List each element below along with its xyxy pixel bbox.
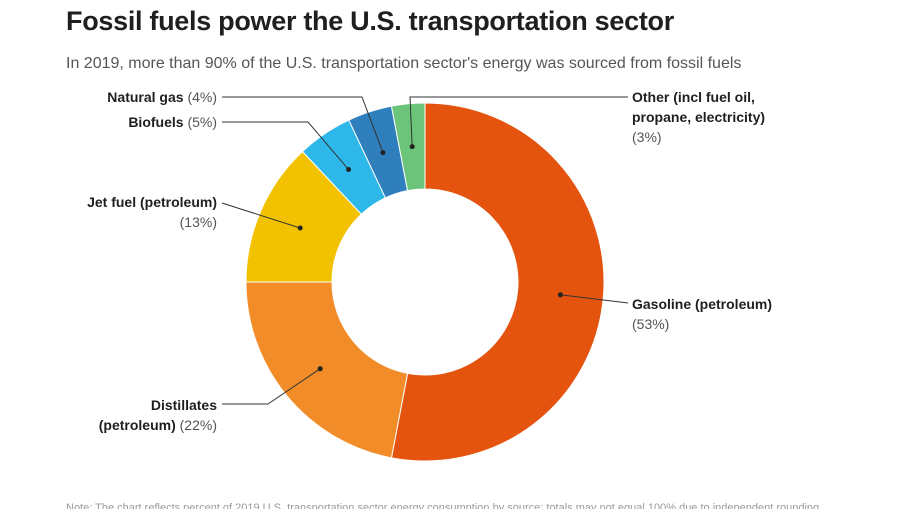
leader-dot-gasoline [557,292,563,298]
leader-dot-other [409,144,415,150]
label-jet-fuel-name: Jet fuel (petroleum) [87,194,217,210]
leader-line-jet-fuel [221,202,301,229]
slice-other [390,102,426,192]
leader-line-biofuels [222,121,349,170]
label-gasoline: Gasoline (petroleum) (53%) [632,294,772,334]
label-other-line1: Other (incl fuel oil, [632,89,755,105]
leader-dot-biofuels [346,167,352,173]
label-biofuels-value: (5%) [187,114,217,130]
label-biofuels-name: Biofuels [128,114,184,130]
leader-line-other [409,96,628,147]
chart-subtitle: In 2019, more than 90% of the U.S. trans… [66,55,742,72]
slice-distillates [245,281,409,459]
leader-line-distillates [222,368,321,405]
label-jet-fuel-value: (13%) [179,214,217,230]
leader-line-natural-gas [222,96,384,153]
label-distillates-line2: (petroleum) [98,417,176,433]
leader-dot-jet-fuel [297,225,303,231]
label-biofuels: Biofuels (5%) [128,112,217,132]
label-natural-gas-value: (4%) [187,89,217,105]
label-other-line2: propane, electricity) [632,109,766,125]
label-distillates: Distillates (petroleum) (22%) [99,395,217,435]
label-distillates-line1: Distillates [150,397,217,413]
leader-line-gasoline [560,294,629,304]
slice-gasoline [390,102,605,462]
label-distillates-value: (22%) [179,417,217,433]
footnote: Note: The chart reflects percent of 2019… [66,502,823,509]
chart-title: Fossil fuels power the U.S. transportati… [66,6,674,36]
leader-dot-distillates [317,366,323,372]
label-other-value: (3%) [632,129,662,145]
label-natural-gas: Natural gas (4%) [107,87,217,107]
leader-dot-natural-gas [380,150,386,156]
label-jet-fuel: Jet fuel (petroleum) (13%) [87,192,217,232]
label-natural-gas-name: Natural gas [107,89,184,105]
label-other: Other (incl fuel oil, propane, electrici… [632,87,765,147]
label-gasoline-value: (53%) [632,316,670,332]
label-gasoline-name: Gasoline (petroleum) [632,296,773,312]
